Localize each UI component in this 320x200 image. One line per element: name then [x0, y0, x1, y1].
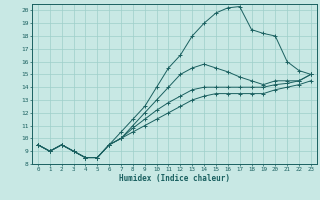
X-axis label: Humidex (Indice chaleur): Humidex (Indice chaleur)	[119, 174, 230, 183]
